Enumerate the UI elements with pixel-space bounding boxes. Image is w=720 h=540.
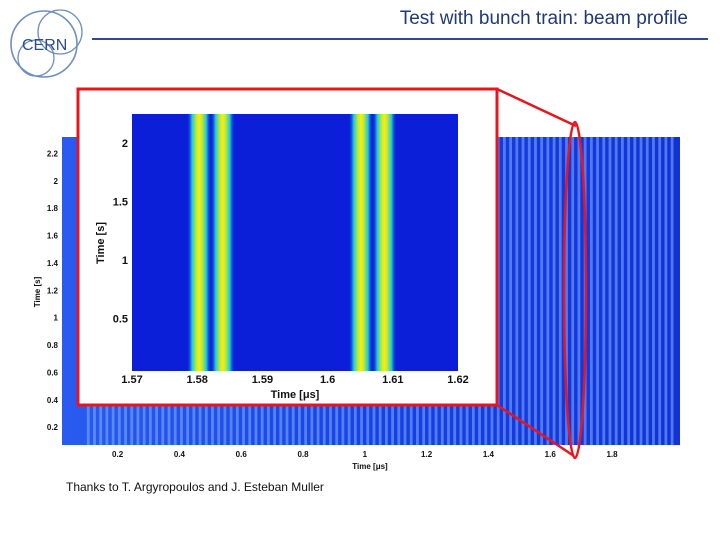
main-bunch-stripe	[534, 137, 537, 445]
main-bunch-stripe	[602, 137, 606, 445]
inset-y-tick-label: 2	[122, 138, 128, 150]
main-y-tick-label: 1.8	[47, 204, 59, 213]
main-x-tick-label: 1.8	[606, 450, 618, 459]
inset-x-axis-label: Time [μs]	[271, 389, 320, 401]
credits-text: Thanks to T. Argyropoulos and J. Esteban…	[66, 480, 324, 494]
main-bunch-stripe	[515, 137, 519, 445]
zoom-region-ellipse	[562, 120, 588, 460]
logo-text: CERN	[22, 37, 67, 54]
main-x-tick-label: 0.2	[112, 450, 124, 459]
inset-y-tick-labels: 0.5 1 1.5 2	[113, 138, 128, 325]
main-y-tick-label: 0.4	[47, 396, 59, 405]
main-bunch-stripe	[502, 137, 506, 445]
inset-x-tick-label: 1.58	[186, 374, 207, 386]
main-y-tick-labels: 0.2 0.4 0.6 0.8 1 1.2 1.4 1.6 1.8 2 2.2	[47, 149, 59, 432]
inset-bunch-stripe	[187, 114, 212, 371]
main-bunch-stripe	[565, 137, 568, 445]
inset-y-tick-label: 0.5	[113, 313, 128, 325]
main-bunch-stripe	[670, 137, 674, 445]
main-x-tick-label: 1.6	[545, 450, 557, 459]
inset-x-tick-label: 1.57	[121, 374, 142, 386]
main-bunch-stripe	[639, 137, 643, 445]
main-x-tick-label: 0.4	[174, 450, 186, 459]
main-bunch-stripe	[596, 137, 599, 445]
main-bunch-stripe	[509, 137, 513, 445]
main-x-tick-label: 1.2	[421, 450, 433, 459]
main-bunch-stripe	[540, 137, 544, 445]
inset-bunch-stripes	[187, 114, 397, 371]
main-x-tick-label: 0.8	[297, 450, 309, 459]
main-bunch-stripe	[633, 137, 637, 445]
zoom-connector-top	[496, 87, 577, 128]
main-bunch-stripe	[658, 137, 662, 445]
main-y-tick-label: 1	[54, 314, 59, 323]
inset-y-tick-label: 1	[122, 255, 128, 267]
header-divider	[92, 38, 708, 40]
main-bunch-stripe	[552, 137, 556, 445]
main-bunch-stripe	[546, 137, 550, 445]
inset-x-tick-labels: 1.57 1.58 1.59 1.6 1.61 1.62	[121, 374, 468, 386]
main-bunch-stripe	[664, 137, 668, 445]
main-y-tick-label: 0.6	[47, 368, 59, 377]
main-bunch-stripe	[521, 137, 525, 445]
main-y-tick-label: 2	[54, 177, 59, 186]
main-x-tick-label: 1	[363, 450, 368, 459]
main-x-tick-label: 1.4	[483, 450, 495, 459]
inset-bunch-stripe	[348, 114, 373, 371]
main-x-tick-labels: 0.2 0.4 0.6 0.8 1 1.2 1.4 1.6 1.8	[112, 450, 618, 459]
main-bunch-stripe	[627, 137, 631, 445]
main-y-tick-label: 1.2	[47, 286, 59, 295]
inset-x-tick-label: 1.62	[447, 374, 468, 386]
cern-logo-icon: CERN	[6, 6, 92, 82]
inset-y-tick-label: 1.5	[113, 197, 128, 209]
main-bunch-stripe	[614, 137, 618, 445]
main-y-tick-label: 0.8	[47, 341, 59, 350]
main-bunch-stripe	[645, 137, 649, 445]
main-bunch-stripe	[621, 137, 624, 445]
main-y-tick-label: 2.2	[47, 149, 59, 158]
main-x-tick-label: 0.6	[236, 450, 248, 459]
inset-heatmap: 0.5 1 1.5 2 1.57 1.58 1.59 1.6 1.61 1.62 Time [μ…	[76, 87, 499, 407]
main-y-tick-label: 1.4	[47, 259, 59, 268]
inset-bunch-stripe	[210, 114, 235, 371]
inset-heatmap-area	[132, 114, 458, 371]
main-bunch-stripe	[652, 137, 655, 445]
inset-y-axis-label: Time [s]	[95, 222, 107, 264]
inset-x-tick-label: 1.61	[382, 374, 403, 386]
inset-bunch-stripe	[372, 114, 397, 371]
page-title: Test with bunch train: beam profile	[399, 8, 688, 29]
main-bunch-stripe	[608, 137, 612, 445]
main-bunch-stripe	[571, 137, 575, 445]
zoom-connector-bottom	[496, 403, 575, 458]
main-bunch-stripe	[577, 137, 581, 445]
main-y-tick-label: 0.2	[47, 423, 59, 432]
main-bunch-stripe	[527, 137, 531, 445]
main-bunch-stripe	[589, 137, 593, 445]
main-x-axis-label: Time [μs]	[352, 462, 388, 471]
inset-x-tick-label: 1.6	[320, 374, 335, 386]
main-y-tick-label: 1.6	[47, 232, 59, 241]
inset-x-tick-label: 1.59	[252, 374, 273, 386]
main-bunch-stripe	[558, 137, 562, 445]
main-y-axis-label: Time [s]	[33, 276, 42, 307]
